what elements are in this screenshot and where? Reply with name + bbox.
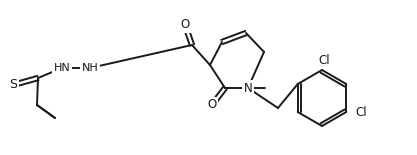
Text: S: S [10,80,17,90]
Text: Cl: Cl [318,53,330,66]
Text: O: O [181,18,190,31]
Text: O: O [208,100,216,110]
Text: S: S [9,78,17,91]
Text: NH: NH [82,63,98,73]
Text: HN: HN [54,63,70,73]
Text: O: O [181,20,189,30]
Text: HN: HN [54,63,70,73]
Text: O: O [207,98,216,111]
Text: Cl: Cl [355,106,367,119]
Text: N: N [244,82,252,95]
Text: NH: NH [82,63,98,73]
Text: N: N [244,83,252,93]
